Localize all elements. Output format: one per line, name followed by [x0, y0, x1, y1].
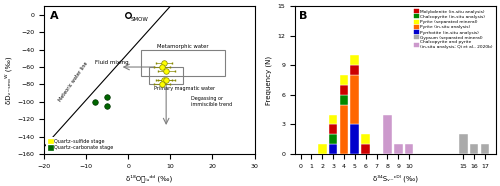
Text: SMOW: SMOW [130, 17, 148, 23]
Text: Metamorphic water: Metamorphic water [157, 44, 209, 49]
Bar [404, 144, 413, 154]
Bar [141, 50, 225, 76]
Bar [459, 134, 468, 154]
Bar [480, 144, 490, 154]
Bar [470, 144, 478, 154]
Bar [329, 115, 338, 124]
Text: Fluid mixing: Fluid mixing [94, 60, 128, 65]
Bar [340, 105, 348, 154]
Bar [350, 65, 359, 75]
Bar [329, 144, 338, 154]
Bar [350, 55, 359, 65]
Text: Meteoric water line: Meteoric water line [58, 61, 89, 103]
Legend: Quartz–sulfide stage, Quartz–carbonate stage: Quartz–sulfide stage, Quartz–carbonate s… [46, 137, 115, 152]
Text: B: B [299, 11, 308, 21]
Bar [329, 134, 338, 144]
Bar [340, 85, 348, 95]
Text: A: A [50, 11, 59, 21]
Bar [362, 134, 370, 144]
Bar [340, 75, 348, 85]
Bar [318, 144, 326, 154]
Text: Degassing or
immiscible trend: Degassing or immiscible trend [192, 96, 232, 107]
Bar [383, 115, 392, 154]
Y-axis label: Frequency (N): Frequency (N) [266, 55, 272, 105]
X-axis label: δ¹⁸O₟ₗᵤᵈᵈ (‰): δ¹⁸O₟ₗᵤᵈᵈ (‰) [126, 174, 172, 182]
Bar [350, 124, 359, 154]
Y-axis label: δDᵥ₋ₛₘₒᵂ (‰): δDᵥ₋ₛₘₒᵂ (‰) [4, 56, 12, 104]
Bar [362, 144, 370, 154]
Bar [329, 124, 338, 134]
Bar [350, 75, 359, 124]
X-axis label: δ³⁴Sᵥ₋ᶜᴰᴵ (‰): δ³⁴Sᵥ₋ᶜᴰᴵ (‰) [373, 174, 418, 182]
Legend: Molybdenite (in-situ analysis), Chalcopyrite (in-situ analysis), Pyrite (separat: Molybdenite (in-situ analysis), Chalcopy… [414, 8, 494, 50]
Bar [340, 95, 348, 105]
Bar [394, 144, 402, 154]
Text: Primary magmatic water: Primary magmatic water [154, 86, 214, 91]
Bar [150, 67, 183, 84]
